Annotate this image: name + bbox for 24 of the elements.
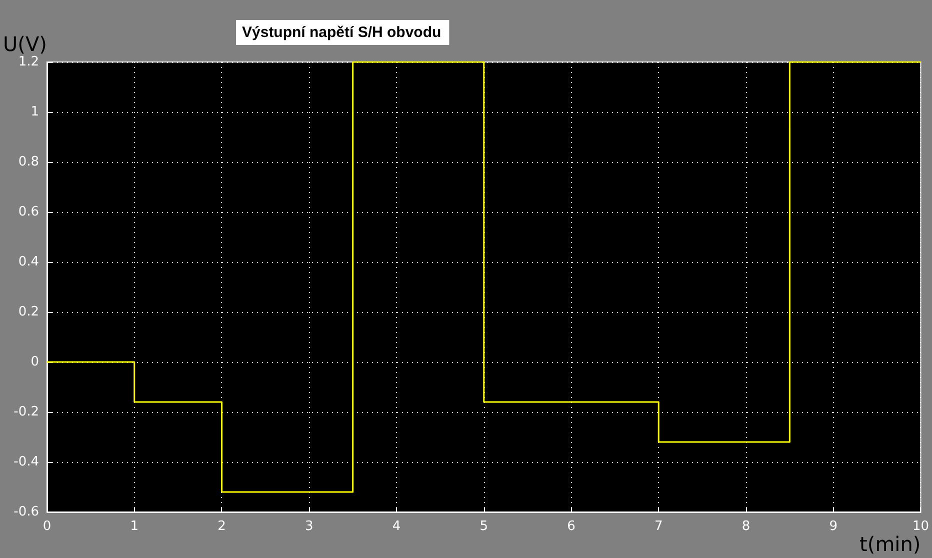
- chart-title: Výstupní napětí S/H obvodu: [242, 24, 442, 41]
- y-tick-label: 0.8: [18, 154, 39, 170]
- x-tick-label: 3: [304, 519, 314, 534]
- y-tick-label: 0.4: [18, 254, 39, 270]
- x-tick-label: 0: [42, 519, 52, 534]
- x-tick-label: 10: [912, 519, 929, 534]
- x-tick-label: 8: [742, 519, 750, 534]
- x-tick-label: 9: [829, 519, 838, 534]
- x-tick-label: 5: [480, 519, 488, 534]
- x-axis-title: t(min): [860, 532, 921, 556]
- y-tick-label: -0.2: [14, 404, 39, 420]
- y-tick-label: -0.6: [14, 504, 39, 520]
- y-tick-label: 0: [30, 354, 39, 370]
- y-tick-label: 0.2: [18, 304, 39, 320]
- x-tick-label: 4: [392, 519, 401, 534]
- y-axis-title: U(V): [3, 32, 47, 56]
- x-tick-label: 2: [218, 519, 226, 534]
- y-tick-label: 0.6: [18, 204, 39, 220]
- y-tick-label: -0.4: [14, 454, 39, 470]
- x-tick-label: 6: [567, 519, 576, 534]
- x-tick-label: 7: [654, 519, 663, 534]
- y-tick-label: 1.2: [18, 54, 39, 70]
- y-tick-label: 1: [30, 104, 39, 120]
- x-tick-label: 1: [130, 519, 139, 534]
